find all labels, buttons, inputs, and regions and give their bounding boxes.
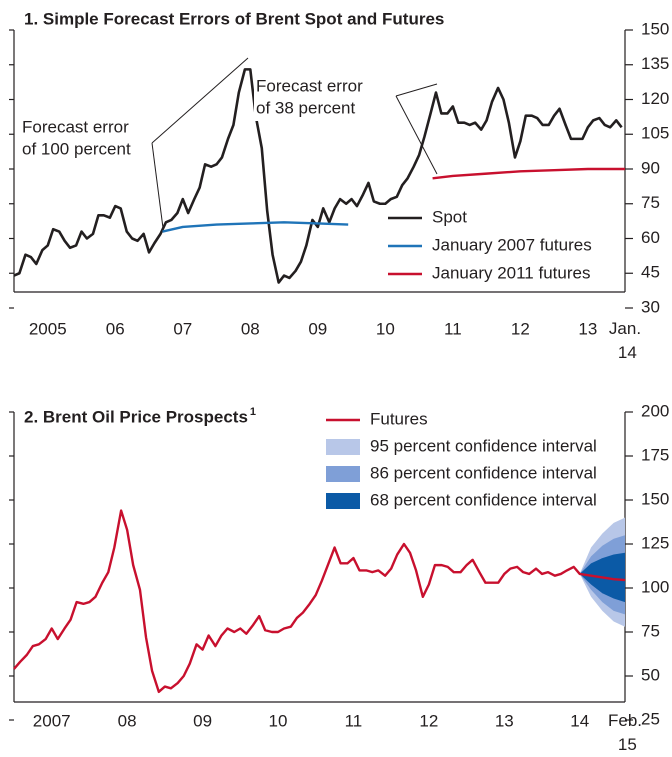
annotation: Forecast error (256, 76, 363, 95)
x-tick-label: 10 (376, 319, 395, 338)
series-line (432, 167, 625, 180)
y-tick-label: 200 (641, 401, 669, 420)
y-tick-label: 125 (641, 533, 669, 552)
annotation-bg (20, 116, 150, 162)
x-tick-label: 13 (578, 319, 597, 338)
legend-swatch (326, 493, 360, 509)
leader-line (395, 83, 438, 97)
legend-label: 95 percent confidence interval (370, 436, 597, 455)
y-tick-label: 150 (641, 19, 669, 38)
legend-label: January 2007 futures (432, 235, 592, 254)
y-tick-label: 30 (641, 297, 660, 316)
annotation-bg (254, 75, 392, 121)
x-tick-label: Jan. 14 (609, 319, 641, 362)
legend-label: 68 percent confidence interval (370, 490, 597, 509)
y-tick-label: 135 (641, 54, 669, 73)
annotation: Forecast error (22, 117, 129, 136)
leader-line (151, 57, 249, 144)
legend-label: Futures (370, 409, 428, 428)
y-tick-label: 60 (641, 228, 660, 247)
x-tick-label: 09 (308, 319, 327, 338)
legend-swatch (326, 439, 360, 455)
y-tick-label: 75 (641, 621, 660, 640)
x-tick-label: 12 (511, 319, 530, 338)
series-line (13, 509, 626, 694)
x-tick-label: 08 (241, 319, 260, 338)
y-tick-label: 105 (641, 124, 669, 143)
y-tick-label: 100 (641, 577, 669, 596)
x-tick-label: 11 (444, 319, 462, 338)
x-tick-label: 09 (193, 711, 212, 730)
leader-line (395, 95, 438, 175)
x-tick-label: 06 (106, 319, 125, 338)
series-line (13, 68, 623, 284)
x-tick-label: 2005 (29, 319, 67, 338)
y-tick-label: 45 (641, 263, 660, 282)
leader-line (151, 142, 164, 229)
series-line (162, 221, 349, 233)
x-tick-label: 11 (345, 711, 363, 730)
x-tick-label: 13 (495, 711, 514, 730)
panel-title: 1. Simple Forecast Errors of Brent Spot … (24, 9, 444, 28)
y-tick-label: 120 (641, 89, 669, 108)
y-tick-label: 50 (641, 665, 660, 684)
x-tick-label: 07 (173, 319, 192, 338)
panel-title: 2. Brent Oil Price Prospects (24, 407, 248, 426)
y-tick-label: 150 (641, 489, 669, 508)
title-footnote: 1 (250, 406, 256, 418)
y-tick-label: 75 (641, 193, 660, 212)
panel-1-annotations: Forecast error of 100 percent Forecast e… (20, 57, 438, 229)
legend-label: January 2011 futures (432, 263, 590, 282)
y-tick-label: 90 (641, 158, 660, 177)
legend-label: 86 percent confidence interval (370, 463, 597, 482)
x-tick-label: 10 (269, 711, 288, 730)
x-tick-label: Feb. 15 (608, 711, 642, 754)
y-tick-label: 175 (641, 445, 669, 464)
x-tick-label: 2007 (33, 711, 71, 730)
y-tick-label: 25 (641, 709, 660, 728)
legend-label: Spot (432, 207, 467, 226)
x-tick-label: 12 (419, 711, 438, 730)
legend-swatch (326, 466, 360, 482)
x-tick-label: 14 (570, 711, 589, 730)
annotation: of 38 percent (256, 98, 356, 117)
x-tick-label: 08 (118, 711, 137, 730)
annotation: of 100 percent (22, 139, 131, 158)
